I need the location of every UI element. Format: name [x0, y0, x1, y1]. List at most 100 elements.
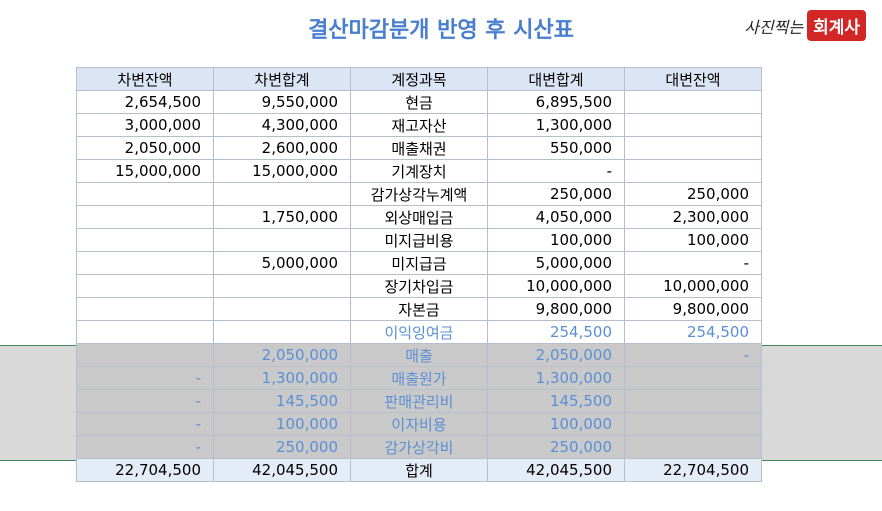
- cell: [624, 389, 762, 413]
- cell: [76, 251, 214, 275]
- cell: 미지급비용: [350, 228, 488, 252]
- row: -100,000 이자비용 100,000: [76, 412, 762, 436]
- cell: 이익잉여금: [350, 320, 488, 344]
- row: 5,000,000 미지급금 5,000,000-: [76, 251, 762, 275]
- cell: [213, 320, 351, 344]
- cell: -: [76, 412, 214, 436]
- header-row: 차변잔액 차변합계 계정과목 대변합계 대변잔액: [76, 67, 762, 91]
- cell: 1,300,000: [487, 366, 625, 390]
- row: 미지급비용 100,000 100,000: [76, 228, 762, 252]
- cell: 매출원가: [350, 366, 488, 390]
- cell: 9,550,000: [213, 90, 351, 114]
- cell: 250,000: [487, 435, 625, 459]
- column-header: 대변합계: [487, 67, 625, 91]
- total-row: 22,704,500 42,045,500 합계 42,045,500 22,704,5…: [76, 458, 762, 482]
- cell: [624, 435, 762, 459]
- cell: [76, 343, 214, 367]
- cell: -: [487, 159, 625, 183]
- row: -250,000 감가상각비 250,000: [76, 435, 762, 459]
- cell: 254,500: [487, 320, 625, 344]
- column-header: 차변합계: [213, 67, 351, 91]
- cell: 3,000,000: [76, 113, 214, 137]
- logo: 사진찍는 회계사: [744, 10, 866, 41]
- cell: [624, 113, 762, 137]
- row: -1,300,000 매출원가 1,300,000: [76, 366, 762, 390]
- cell: 1,300,000: [213, 366, 351, 390]
- row: 자본금 9,800,000 9,800,000: [76, 297, 762, 321]
- cell: 외상매입금: [350, 205, 488, 229]
- cell: 100,000: [487, 412, 625, 436]
- row: 3,000,000 4,300,000 재고자산 1,300,000: [76, 113, 762, 137]
- cell: 250,000: [213, 435, 351, 459]
- cell: 22,704,500: [624, 458, 762, 482]
- cell: 22,704,500: [76, 458, 214, 482]
- cell: 9,800,000: [624, 297, 762, 321]
- cell: 2,050,000: [213, 343, 351, 367]
- column-header: 차변잔액: [76, 67, 214, 91]
- cell: [624, 159, 762, 183]
- cell: 1,300,000: [487, 113, 625, 137]
- cell: 4,050,000: [487, 205, 625, 229]
- logo-script: 사진찍는: [744, 17, 804, 37]
- logo-badge: 회계사: [807, 10, 866, 41]
- cell: 기계장치: [350, 159, 488, 183]
- row: 장기차입금 10,000,000 10,000,000: [76, 274, 762, 298]
- cell: 2,600,000: [213, 136, 351, 160]
- cell: 145,500: [487, 389, 625, 413]
- cell: 재고자산: [350, 113, 488, 137]
- cell: 550,000: [487, 136, 625, 160]
- cell: 매출채권: [350, 136, 488, 160]
- cell: -: [76, 435, 214, 459]
- cell: 254,500: [624, 320, 762, 344]
- cell: 2,050,000: [76, 136, 214, 160]
- cell: 판매관리비: [350, 389, 488, 413]
- cell: 15,000,000: [76, 159, 214, 183]
- title: 결산마감분개 반영 후 시산표: [308, 18, 574, 43]
- cell: 미지급금: [350, 251, 488, 275]
- cell: 42,045,500: [213, 458, 351, 482]
- cell: 100,000: [487, 228, 625, 252]
- cell: 감가상각비: [350, 435, 488, 459]
- cell: 5,000,000: [213, 251, 351, 275]
- cell: 현금: [350, 90, 488, 114]
- cell: -: [624, 343, 762, 367]
- cell: [76, 320, 214, 344]
- cell: [213, 182, 351, 206]
- cell: 4,300,000: [213, 113, 351, 137]
- column-header: 계정과목: [350, 67, 488, 91]
- cell: 6,895,500: [487, 90, 625, 114]
- cell: [213, 297, 351, 321]
- cell: [76, 205, 214, 229]
- row: 2,050,000 2,600,000 매출채권 550,000: [76, 136, 762, 160]
- cell: -: [624, 251, 762, 275]
- column-header: 대변잔액: [624, 67, 762, 91]
- row: 1,750,000 외상매입금 4,050,000 2,300,000: [76, 205, 762, 229]
- cell: -: [76, 389, 214, 413]
- cell: 2,654,500: [76, 90, 214, 114]
- row: 15,000,000 15,000,000 기계장치 -: [76, 159, 762, 183]
- cell: 자본금: [350, 297, 488, 321]
- cell: 100,000: [624, 228, 762, 252]
- cell: 10,000,000: [624, 274, 762, 298]
- cell: 이자비용: [350, 412, 488, 436]
- cell: 145,500: [213, 389, 351, 413]
- cell: [213, 228, 351, 252]
- cell: 감가상각누계액: [350, 182, 488, 206]
- cell: 매출: [350, 343, 488, 367]
- cell: 5,000,000: [487, 251, 625, 275]
- trial-balance-table: 차변잔액 차변합계 계정과목 대변합계 대변잔액 2,654,500 9,550,000 현…: [76, 67, 762, 482]
- cell: 10,000,000: [487, 274, 625, 298]
- cell: 2,300,000: [624, 205, 762, 229]
- cell: 2,050,000: [487, 343, 625, 367]
- row: 2,654,500 9,550,000 현금 6,895,500: [76, 90, 762, 114]
- cell: -: [76, 366, 214, 390]
- cell: 250,000: [487, 182, 625, 206]
- cell: [76, 297, 214, 321]
- cell: [76, 182, 214, 206]
- cell: [624, 136, 762, 160]
- cell: 100,000: [213, 412, 351, 436]
- row: -145,500 판매관리비 145,500: [76, 389, 762, 413]
- cell: 9,800,000: [487, 297, 625, 321]
- cell: [624, 412, 762, 436]
